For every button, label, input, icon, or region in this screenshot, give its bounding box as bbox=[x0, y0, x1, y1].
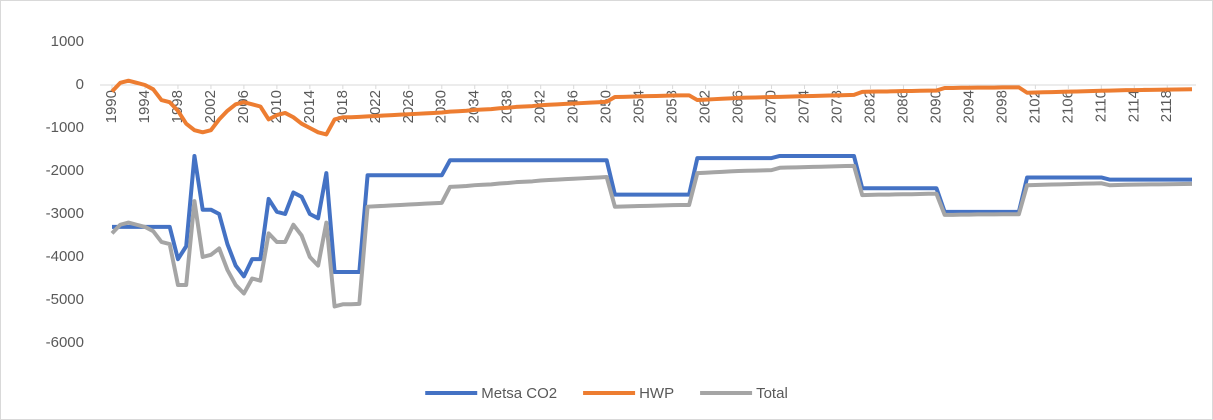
x-tick-label: 2046 bbox=[565, 90, 582, 123]
x-tick-label: 2110 bbox=[1092, 90, 1109, 122]
y-tick-label: -4000 bbox=[46, 248, 84, 265]
x-tick-label: 2022 bbox=[367, 90, 384, 123]
x-tick-label: 2074 bbox=[795, 90, 812, 123]
legend-label: HWP bbox=[639, 385, 674, 402]
x-tick-label: 2086 bbox=[894, 90, 911, 123]
legend-label: Total bbox=[756, 385, 788, 402]
x-tick-label: 1990 bbox=[103, 90, 120, 123]
x-tick-label: 2050 bbox=[598, 90, 615, 123]
legend-item: Total bbox=[700, 385, 788, 402]
legend-item: Metsa CO2 bbox=[425, 385, 557, 402]
y-tick-label: 1000 bbox=[51, 33, 84, 50]
x-tick-label: 2082 bbox=[861, 90, 878, 123]
legend-label: Metsa CO2 bbox=[481, 385, 557, 402]
x-tick-label: 2014 bbox=[301, 90, 318, 123]
x-tick-label: 2078 bbox=[828, 90, 845, 123]
y-tick-label: 0 bbox=[76, 76, 84, 93]
x-tick-label: 2058 bbox=[664, 90, 681, 123]
data-line bbox=[110, 163, 1193, 309]
x-tick-label: 2062 bbox=[697, 90, 714, 123]
data-line bbox=[112, 153, 1192, 279]
x-tick-label: 2102 bbox=[1026, 90, 1043, 123]
x-tick-label: 2066 bbox=[730, 90, 747, 123]
y-tick-label: -2000 bbox=[46, 162, 84, 179]
data-line bbox=[110, 78, 1193, 137]
x-tick-label: 2026 bbox=[400, 90, 417, 123]
x-tick-label: 2118 bbox=[1158, 90, 1175, 122]
x-tick-label: 2030 bbox=[433, 90, 450, 123]
x-tick-label: 2098 bbox=[993, 90, 1010, 123]
y-tick-label: -6000 bbox=[46, 334, 84, 351]
x-tick-label: 2034 bbox=[466, 90, 483, 123]
y-tick-label: -5000 bbox=[46, 291, 84, 308]
x-tick-label: 1994 bbox=[136, 90, 153, 123]
x-tick-label: 2006 bbox=[235, 90, 252, 123]
x-tick-label: 2106 bbox=[1059, 90, 1076, 123]
x-tick-label: 2002 bbox=[202, 90, 219, 123]
x-tick-label: 2090 bbox=[927, 90, 944, 123]
legend-item: HWP bbox=[583, 385, 674, 402]
y-tick-label: -3000 bbox=[46, 205, 84, 222]
y-tick-label: -1000 bbox=[46, 119, 84, 136]
x-tick-label: 2094 bbox=[960, 90, 977, 123]
x-tick-label: 2114 bbox=[1125, 90, 1142, 122]
legend: Metsa CO2 HWP Total bbox=[425, 385, 788, 402]
x-tick-label: 2018 bbox=[334, 90, 351, 123]
